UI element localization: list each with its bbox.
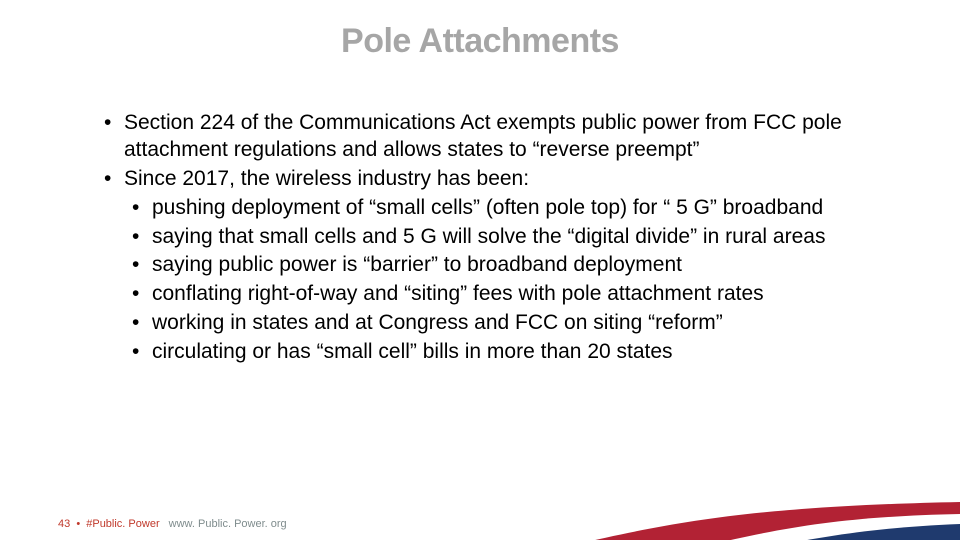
slide: Pole Attachments Section 224 of the Comm… <box>0 22 960 540</box>
slide-body: Section 224 of the Communications Act ex… <box>96 110 896 368</box>
footer-separator: • <box>76 518 80 530</box>
bullet-text: saying public power is “barrier” to broa… <box>152 253 682 276</box>
swoosh-white <box>640 514 960 540</box>
list-item: saying that small cells and 5 G will sol… <box>124 224 896 251</box>
list-item: working in states and at Congress and FC… <box>124 310 896 337</box>
list-item: Since 2017, the wireless industry has be… <box>96 166 896 366</box>
list-item: pushing deployment of “small cells” (oft… <box>124 195 896 222</box>
slide-title: Pole Attachments <box>0 22 960 61</box>
swoosh-blue <box>700 524 960 540</box>
bullet-text: Section 224 of the Communications Act ex… <box>124 111 842 161</box>
bullet-text: pushing deployment of “small cells” (oft… <box>152 196 823 219</box>
sub-bullet-list: pushing deployment of “small cells” (oft… <box>124 195 896 366</box>
bullet-list: Section 224 of the Communications Act ex… <box>96 110 896 366</box>
slide-footer: 43 • #Public. Power www. Public. Power. … <box>58 518 287 530</box>
list-item: saying public power is “barrier” to broa… <box>124 252 896 279</box>
bullet-text: Since 2017, the wireless industry has be… <box>124 167 529 190</box>
bullet-text: circulating or has “small cell” bills in… <box>152 340 673 363</box>
swoosh-red <box>500 502 960 540</box>
swoosh-decoration <box>0 492 960 540</box>
footer-url: www. Public. Power. org <box>169 518 287 530</box>
list-item: circulating or has “small cell” bills in… <box>124 339 896 366</box>
list-item: Section 224 of the Communications Act ex… <box>96 110 896 164</box>
bullet-text: working in states and at Congress and FC… <box>152 311 723 334</box>
footer-hashtag: #Public. Power <box>86 518 159 530</box>
bullet-text: conflating right-of-way and “siting” fee… <box>152 282 764 305</box>
page-number: 43 <box>58 518 70 530</box>
list-item: conflating right-of-way and “siting” fee… <box>124 281 896 308</box>
bullet-text: saying that small cells and 5 G will sol… <box>152 225 825 248</box>
